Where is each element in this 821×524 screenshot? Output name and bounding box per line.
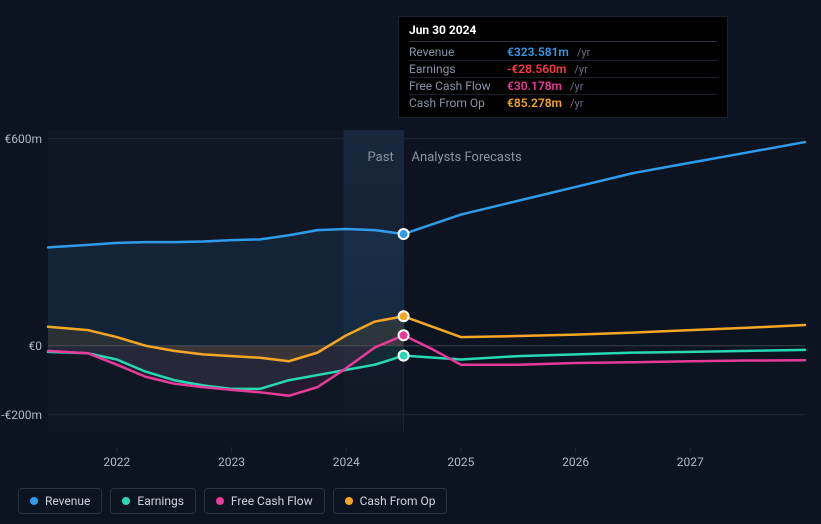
legend-dot [30,497,38,505]
x-axis-tick-label: 2024 [333,455,360,469]
legend-item-earnings[interactable]: Earnings [110,488,196,514]
tooltip-row: Revenue €323.581m/yr [409,44,717,61]
chart-legend: Revenue Earnings Free Cash Flow Cash From O… [18,488,447,514]
tooltip-metric-label: Earnings [409,62,499,76]
x-axis-tick-label: 2027 [677,455,704,469]
x-axis-tick-label: 2025 [447,455,474,469]
hover-tooltip: Jun 30 2024 Revenue €323.581m/yr Earnings-… [398,16,728,118]
forecast-region-label: Analysts Forecasts [412,150,522,165]
x-axis-tick-label: 2026 [562,455,589,469]
legend-dot [122,497,130,505]
legend-label: Revenue [45,494,90,508]
tooltip-metric-label: Revenue [409,45,499,59]
tooltip-row: Cash From Op €85.278m/yr [409,95,717,111]
y-axis-tick-label: €0 [29,339,43,353]
tooltip-metric-value: €323.581m [507,45,569,59]
tooltip-unit: /yr [574,63,587,76]
y-axis-tick-label: €600m [5,132,43,146]
legend-label: Earnings [137,494,184,508]
tooltip-metric-value: €30.178m [507,79,562,93]
tooltip-unit: /yr [570,80,583,93]
financial-chart: -€200m €0 €600m 2022 2023 2024 2025 2026 2027 P… [0,0,821,524]
past-region-label: Past [368,150,394,165]
x-axis-tick-label: 2023 [218,455,245,469]
legend-item-revenue[interactable]: Revenue [18,488,102,514]
tooltip-row: Earnings -€28.560m/yr [409,61,717,78]
tooltip-unit: /yr [570,97,583,110]
x-axis-tick-label: 2022 [103,455,130,469]
legend-dot [345,497,353,505]
legend-item-free-cash-flow[interactable]: Free Cash Flow [204,488,325,514]
tooltip-metric-label: Free Cash Flow [409,79,499,93]
legend-dot [216,497,224,505]
tooltip-metric-label: Cash From Op [409,96,499,110]
tooltip-unit: /yr [577,46,590,59]
legend-item-cash-from-op[interactable]: Cash From Op [333,488,448,514]
y-axis-tick-label: -€200m [1,408,42,422]
tooltip-metric-value: €85.278m [507,96,562,110]
tooltip-row: Free Cash Flow €30.178m/yr [409,78,717,95]
tooltip-metric-value: -€28.560m [507,62,566,76]
legend-label: Cash From Op [360,494,436,508]
legend-label: Free Cash Flow [231,494,313,508]
tooltip-date: Jun 30 2024 [409,23,717,42]
